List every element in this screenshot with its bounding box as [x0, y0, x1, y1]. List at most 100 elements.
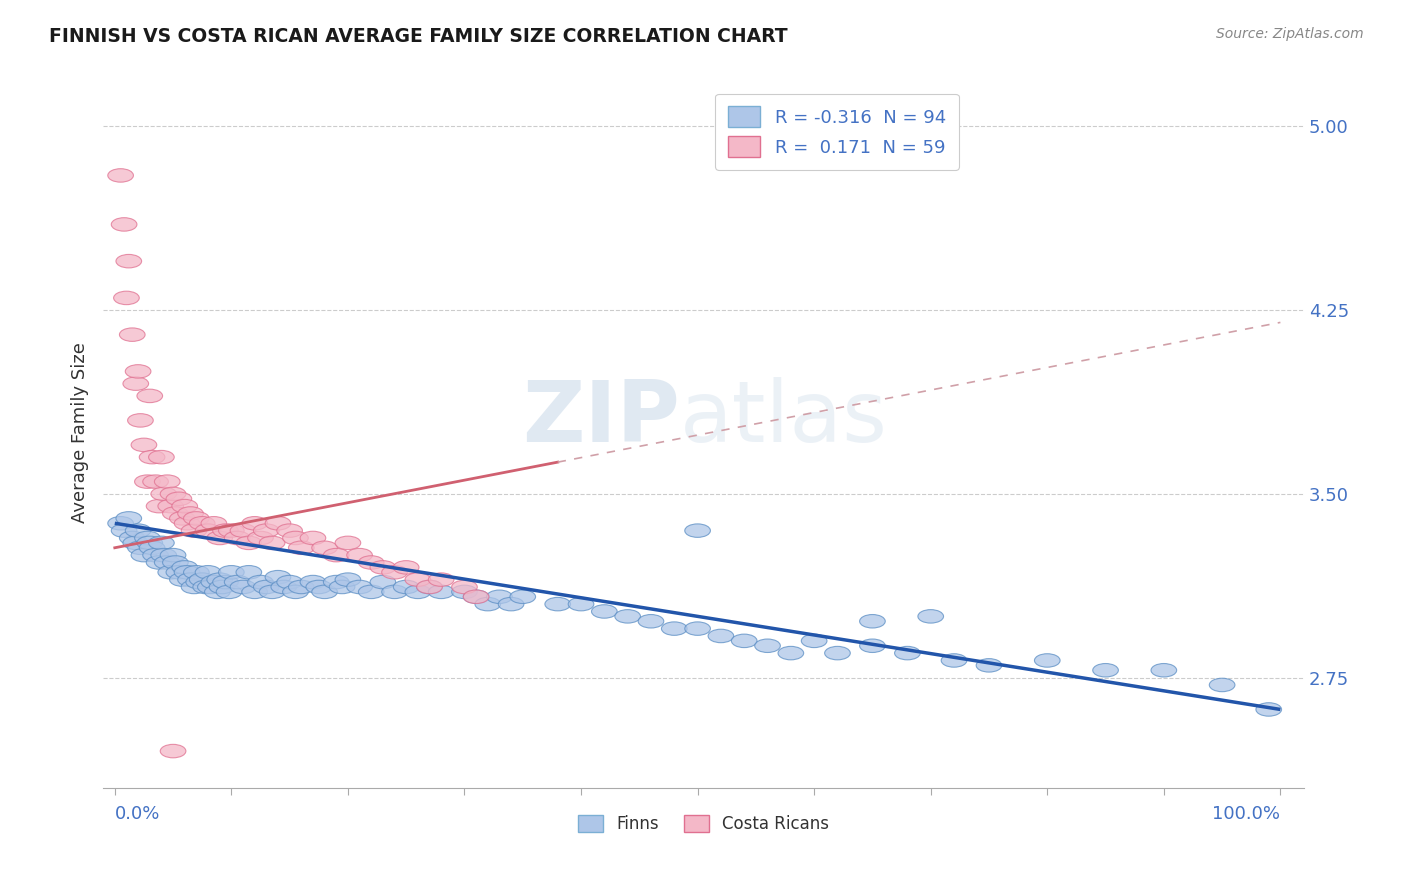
Ellipse shape: [451, 585, 477, 599]
Ellipse shape: [149, 450, 174, 464]
Ellipse shape: [195, 524, 221, 537]
Ellipse shape: [207, 573, 232, 586]
Ellipse shape: [1209, 678, 1234, 691]
Ellipse shape: [212, 575, 239, 589]
Ellipse shape: [394, 580, 419, 594]
Ellipse shape: [918, 609, 943, 624]
Legend: Finns, Costa Ricans: Finns, Costa Ricans: [568, 805, 839, 844]
Text: Source: ZipAtlas.com: Source: ZipAtlas.com: [1216, 27, 1364, 41]
Ellipse shape: [277, 524, 302, 537]
Ellipse shape: [486, 590, 512, 604]
Ellipse shape: [778, 647, 804, 660]
Ellipse shape: [131, 438, 156, 451]
Ellipse shape: [253, 524, 280, 537]
Ellipse shape: [370, 561, 395, 574]
Ellipse shape: [135, 532, 160, 545]
Ellipse shape: [172, 561, 198, 574]
Ellipse shape: [259, 585, 285, 599]
Ellipse shape: [225, 575, 250, 589]
Text: 0.0%: 0.0%: [115, 805, 160, 823]
Ellipse shape: [149, 536, 174, 549]
Ellipse shape: [283, 532, 308, 545]
Ellipse shape: [225, 532, 250, 545]
Ellipse shape: [231, 524, 256, 537]
Ellipse shape: [405, 573, 430, 586]
Ellipse shape: [329, 580, 354, 594]
Ellipse shape: [347, 580, 373, 594]
Ellipse shape: [212, 524, 239, 537]
Ellipse shape: [157, 566, 184, 579]
Ellipse shape: [1152, 664, 1177, 677]
Ellipse shape: [451, 580, 477, 594]
Ellipse shape: [184, 566, 209, 579]
Ellipse shape: [190, 516, 215, 530]
Ellipse shape: [136, 389, 163, 402]
Ellipse shape: [394, 561, 419, 574]
Ellipse shape: [163, 507, 188, 520]
Ellipse shape: [166, 492, 191, 506]
Ellipse shape: [111, 218, 136, 231]
Ellipse shape: [416, 580, 443, 594]
Ellipse shape: [299, 575, 326, 589]
Ellipse shape: [115, 512, 142, 525]
Ellipse shape: [125, 524, 150, 537]
Ellipse shape: [347, 549, 373, 562]
Ellipse shape: [894, 647, 920, 660]
Y-axis label: Average Family Size: Average Family Size: [72, 343, 89, 523]
Ellipse shape: [405, 585, 430, 599]
Ellipse shape: [217, 585, 242, 599]
Ellipse shape: [207, 532, 232, 545]
Ellipse shape: [359, 556, 384, 569]
Ellipse shape: [661, 622, 688, 635]
Ellipse shape: [307, 580, 332, 594]
Ellipse shape: [335, 536, 361, 549]
Ellipse shape: [359, 585, 384, 599]
Ellipse shape: [155, 475, 180, 488]
Ellipse shape: [614, 609, 641, 624]
Ellipse shape: [475, 598, 501, 611]
Ellipse shape: [181, 580, 207, 594]
Ellipse shape: [128, 414, 153, 427]
Ellipse shape: [111, 524, 136, 537]
Ellipse shape: [184, 512, 209, 525]
Ellipse shape: [122, 377, 149, 391]
Ellipse shape: [253, 580, 280, 594]
Ellipse shape: [242, 585, 267, 599]
Ellipse shape: [381, 566, 408, 579]
Ellipse shape: [209, 580, 235, 594]
Text: FINNISH VS COSTA RICAN AVERAGE FAMILY SIZE CORRELATION CHART: FINNISH VS COSTA RICAN AVERAGE FAMILY SI…: [49, 27, 787, 45]
Ellipse shape: [177, 573, 204, 586]
Ellipse shape: [266, 570, 291, 584]
Ellipse shape: [186, 575, 211, 589]
Ellipse shape: [283, 585, 308, 599]
Ellipse shape: [266, 516, 291, 530]
Ellipse shape: [1256, 703, 1281, 716]
Ellipse shape: [155, 556, 180, 569]
Ellipse shape: [288, 580, 314, 594]
Ellipse shape: [335, 573, 361, 586]
Ellipse shape: [1035, 654, 1060, 667]
Ellipse shape: [236, 536, 262, 549]
Ellipse shape: [174, 516, 200, 530]
Ellipse shape: [299, 532, 326, 545]
Ellipse shape: [108, 516, 134, 530]
Ellipse shape: [242, 516, 267, 530]
Ellipse shape: [498, 598, 524, 611]
Ellipse shape: [825, 647, 851, 660]
Ellipse shape: [288, 541, 314, 555]
Ellipse shape: [1092, 664, 1118, 677]
Ellipse shape: [685, 524, 710, 537]
Ellipse shape: [416, 580, 443, 594]
Ellipse shape: [247, 575, 273, 589]
Ellipse shape: [429, 585, 454, 599]
Ellipse shape: [976, 658, 1002, 672]
Ellipse shape: [108, 169, 134, 182]
Ellipse shape: [638, 615, 664, 628]
Ellipse shape: [150, 549, 177, 562]
Ellipse shape: [177, 507, 204, 520]
Ellipse shape: [204, 585, 231, 599]
Ellipse shape: [143, 475, 169, 488]
Ellipse shape: [271, 580, 297, 594]
Ellipse shape: [193, 580, 218, 594]
Ellipse shape: [157, 500, 184, 513]
